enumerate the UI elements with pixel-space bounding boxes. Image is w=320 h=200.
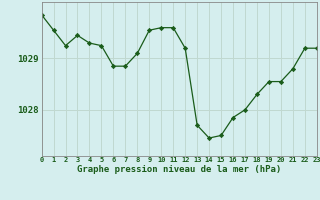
X-axis label: Graphe pression niveau de la mer (hPa): Graphe pression niveau de la mer (hPa) <box>77 165 281 174</box>
